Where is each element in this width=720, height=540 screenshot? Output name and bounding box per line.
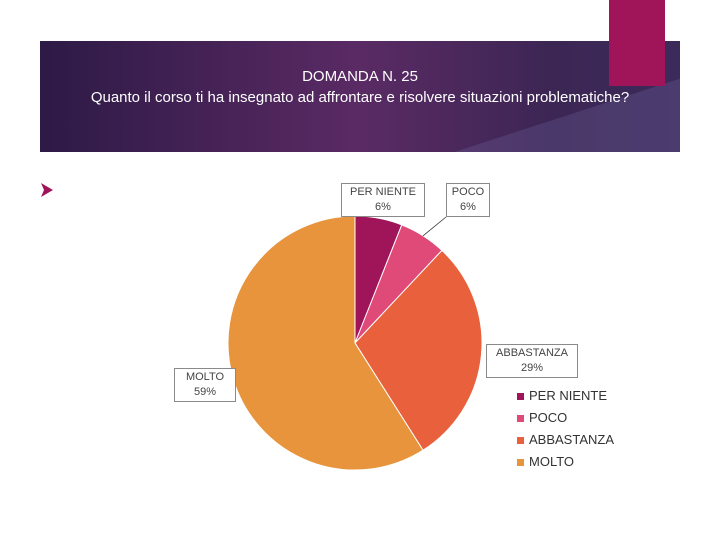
data-label-category: POCO	[451, 186, 485, 198]
legend-swatch	[517, 415, 524, 422]
slide-title: DOMANDA N. 25 Quanto il corso ti ha inse…	[40, 66, 680, 108]
legend-label: ABBASTANZA	[529, 432, 615, 447]
data-label-abbastanza: ABBASTANZA 29%	[486, 344, 578, 378]
legend-label: MOLTO	[529, 454, 575, 469]
data-label-category: PER NIENTE	[349, 186, 416, 198]
legend-label: POCO	[529, 410, 568, 425]
data-label-value: 6%	[375, 201, 391, 213]
question-text: Quanto il corso ti ha insegnato ad affro…	[90, 89, 630, 106]
title-banner	[40, 41, 680, 152]
pie-slice-abbastanza	[354, 249, 483, 451]
legend-swatch	[517, 437, 524, 444]
data-label-category: ABBASTANZA	[496, 347, 568, 359]
data-label-value: 29%	[520, 362, 544, 374]
legend-swatch	[517, 393, 524, 400]
data-label-molto: MOLTO 59%	[174, 368, 236, 402]
legend-label: PER NIENTE	[529, 388, 608, 403]
data-label-poco: POCO 6%	[446, 183, 490, 217]
legend-swatch	[517, 459, 524, 466]
data-label-value: 6%	[460, 201, 476, 213]
data-label-category: MOLTO	[185, 371, 225, 383]
accent-bar	[609, 0, 665, 86]
arrow-bullet-icon	[41, 183, 53, 197]
data-label-per-niente: PER NIENTE 6%	[341, 183, 425, 217]
question-number: DOMANDA N. 25	[302, 68, 418, 85]
data-label-value: 59%	[193, 386, 217, 398]
leader-line	[422, 216, 447, 237]
